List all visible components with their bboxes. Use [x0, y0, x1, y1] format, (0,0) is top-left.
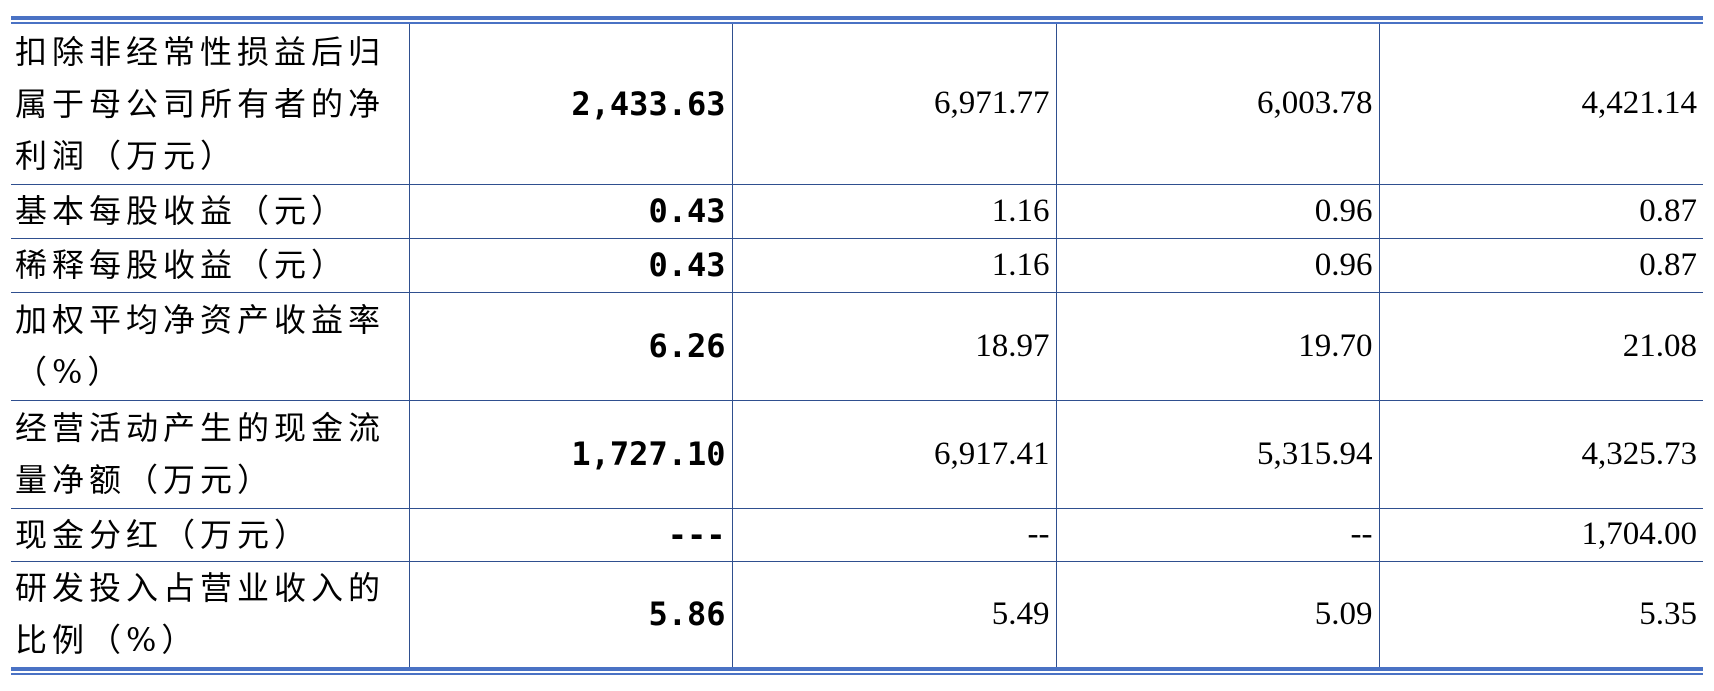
cell-value: 21.08 [1378, 291, 1703, 401]
cell-value: 4,325.73 [1378, 399, 1703, 509]
cell-value: 2,433.63 [408, 24, 733, 185]
table-wrap: 扣除非经常性损益后归属于母公司所有者的净利润（万元） 2,433.63 6,971.… [11, 16, 1703, 675]
cell-value: 0.96 [1055, 183, 1380, 239]
cell-value: 6.26 [408, 291, 733, 401]
cell-value: 1,704.00 [1378, 507, 1703, 562]
cell-value: 5.49 [731, 560, 1057, 667]
cell-value: 0.43 [408, 183, 733, 239]
cell-value: 5.09 [1055, 560, 1380, 667]
cell-value: -- [1055, 507, 1380, 562]
table-row: 研发投入占营业收入的比例（%） 5.86 5.49 5.09 5.35 [11, 560, 1703, 667]
cell-value: 1.16 [731, 183, 1057, 239]
cell-value: 5.86 [408, 560, 733, 667]
cell-value: 6,003.78 [1055, 24, 1380, 185]
cell-value: 0.87 [1378, 183, 1703, 239]
row-label: 稀释每股收益（元） [11, 237, 410, 293]
top-rule [11, 16, 1703, 24]
table-row: 经营活动产生的现金流量净额（万元） 1,727.10 6,917.41 5,315.9… [11, 399, 1703, 509]
table-row: 现金分红（万元） --- -- -- 1,704.00 [11, 507, 1703, 562]
cell-value: 6,971.77 [731, 24, 1057, 185]
cell-value: 0.43 [408, 237, 733, 293]
financial-table: 扣除非经常性损益后归属于母公司所有者的净利润（万元） 2,433.63 6,971.… [11, 24, 1703, 667]
bottom-rule [11, 667, 1703, 675]
cell-value: 1.16 [731, 237, 1057, 293]
cell-value: 5.35 [1378, 560, 1703, 667]
cell-value: -- [731, 507, 1057, 562]
row-label: 扣除非经常性损益后归属于母公司所有者的净利润（万元） [11, 24, 410, 185]
row-label: 现金分红（万元） [11, 507, 410, 562]
table-row: 基本每股收益（元） 0.43 1.16 0.96 0.87 [11, 183, 1703, 239]
row-label: 经营活动产生的现金流量净额（万元） [11, 399, 410, 509]
cell-value: 0.87 [1378, 237, 1703, 293]
cell-value: 0.96 [1055, 237, 1380, 293]
cell-value: 18.97 [731, 291, 1057, 401]
cell-value: 5,315.94 [1055, 399, 1380, 509]
cell-value: 4,421.14 [1378, 24, 1703, 185]
cell-value: --- [408, 507, 733, 562]
cell-value: 19.70 [1055, 291, 1380, 401]
row-label: 加权平均净资产收益率（%） [11, 291, 410, 401]
table-row: 稀释每股收益（元） 0.43 1.16 0.96 0.87 [11, 237, 1703, 293]
table-row: 加权平均净资产收益率（%） 6.26 18.97 19.70 21.08 [11, 291, 1703, 401]
table-row: 扣除非经常性损益后归属于母公司所有者的净利润（万元） 2,433.63 6,971.… [11, 24, 1703, 185]
cell-value: 1,727.10 [408, 399, 733, 509]
row-label: 基本每股收益（元） [11, 183, 410, 239]
row-label: 研发投入占营业收入的比例（%） [11, 560, 410, 667]
cell-value: 6,917.41 [731, 399, 1057, 509]
